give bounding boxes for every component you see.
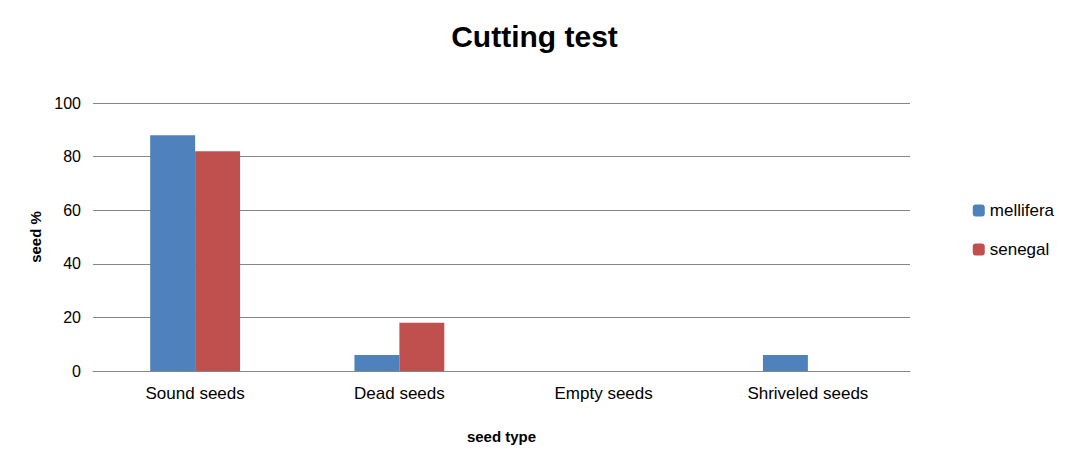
- svg-text:60: 60: [63, 202, 81, 219]
- svg-text:senegal: senegal: [990, 240, 1050, 259]
- svg-text:Cutting test: Cutting test: [451, 20, 618, 53]
- svg-text:Shriveled seeds: Shriveled seeds: [747, 384, 868, 403]
- svg-text:mellifera: mellifera: [990, 201, 1055, 220]
- svg-text:Dead seeds: Dead seeds: [354, 384, 445, 403]
- svg-text:Empty seeds: Empty seeds: [554, 384, 652, 403]
- svg-text:80: 80: [63, 148, 81, 165]
- svg-text:Sound seeds: Sound seeds: [146, 384, 245, 403]
- svg-text:20: 20: [63, 309, 81, 326]
- svg-text:seed %: seed %: [27, 211, 44, 263]
- svg-text:seed type: seed type: [467, 428, 536, 445]
- svg-text:0: 0: [72, 363, 81, 380]
- svg-text:40: 40: [63, 255, 81, 272]
- svg-text:100: 100: [54, 95, 81, 112]
